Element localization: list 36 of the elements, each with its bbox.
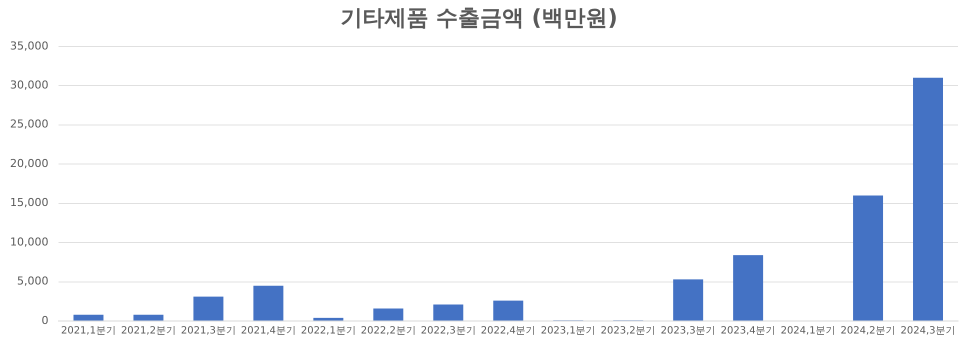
x-tick-label: 2023,1분기 (540, 326, 596, 337)
bar (913, 78, 944, 320)
bar (673, 279, 704, 320)
bar (193, 296, 224, 320)
x-tick-label: 2022,3분기 (420, 326, 476, 337)
x-tick-label: 2021,4분기 (240, 326, 296, 337)
x-tick-label: 2021,2분기 (120, 326, 176, 337)
x-tick-label: 2024,1분기 (780, 326, 836, 337)
x-tick-label: 2022,4분기 (480, 326, 536, 337)
y-tick-label: 35,000 (10, 39, 48, 52)
bar (73, 314, 104, 320)
y-tick-label: 20,000 (10, 156, 48, 170)
x-tick-label: 2024,3분기 (900, 326, 956, 337)
bar (373, 308, 404, 320)
x-tick-label: 2023,4분기 (720, 326, 776, 337)
x-tick-label: 2021,1분기 (60, 326, 116, 337)
x-tick-label: 2023,2분기 (600, 326, 656, 337)
y-tick-label: 0 (41, 314, 48, 327)
bar (313, 318, 344, 320)
x-tick-label: 2023,3분기 (660, 326, 716, 337)
y-tick-label: 30,000 (10, 78, 48, 92)
y-tick-label: 15,000 (10, 196, 48, 210)
y-tick-label: 25,000 (10, 118, 48, 131)
x-tick-label: 2022,1분기 (300, 326, 356, 337)
bar (853, 195, 884, 320)
bar (733, 255, 764, 320)
chart-title: 기타제품 수출금액 (백만원) (340, 6, 618, 31)
bar (433, 304, 464, 320)
y-tick-label: 5,000 (16, 274, 48, 288)
x-tick-label: 2022,2분기 (360, 326, 416, 337)
y-tick-label: 10,000 (10, 235, 48, 248)
bar (253, 286, 284, 320)
bar (493, 300, 524, 320)
x-tick-label: 2024,2분기 (840, 326, 896, 337)
bar (133, 314, 164, 320)
x-tick-label: 2021,3분기 (180, 326, 236, 337)
